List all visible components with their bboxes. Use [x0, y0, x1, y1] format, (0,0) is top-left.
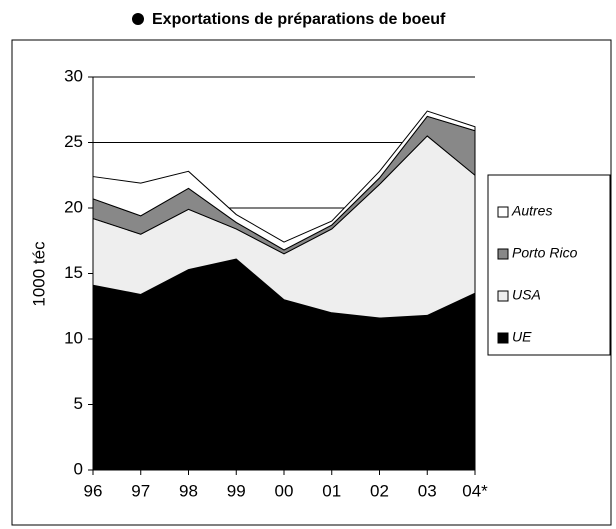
- x-tick-label: 04*: [462, 481, 488, 500]
- y-tick-label: 0: [74, 459, 83, 478]
- legend-label: Autres: [511, 203, 552, 219]
- x-tick-label: 97: [131, 481, 150, 500]
- title-bullet: [132, 13, 144, 25]
- legend-label: UE: [512, 329, 532, 345]
- y-tick-label: 25: [64, 132, 83, 151]
- y-tick-label: 15: [64, 263, 83, 282]
- x-tick-label: 02: [370, 481, 389, 500]
- y-axis-label: 1000 téc: [29, 241, 48, 307]
- y-tick-label: 30: [64, 66, 83, 85]
- x-tick-label: 96: [84, 481, 103, 500]
- x-tick-label: 98: [179, 481, 198, 500]
- x-tick-label: 03: [418, 481, 437, 500]
- legend-swatch: [497, 290, 509, 302]
- legend-swatch: [497, 248, 509, 260]
- legend-box: [487, 174, 611, 356]
- x-tick-label: 01: [322, 481, 341, 500]
- legend-label: USA: [512, 287, 541, 303]
- legend-swatch: [497, 332, 509, 344]
- y-tick-label: 20: [64, 197, 83, 216]
- chart-title: Exportations de préparations de boeuf: [152, 11, 446, 28]
- y-tick-label: 5: [74, 394, 83, 413]
- y-tick-label: 10: [64, 328, 83, 347]
- chart-frame: [11, 39, 612, 526]
- x-tick-label: 00: [275, 481, 294, 500]
- x-tick-label: 99: [227, 481, 246, 500]
- legend-label: Porto Rico: [512, 245, 578, 261]
- area: [92, 110, 476, 251]
- legend-swatch: [497, 206, 509, 218]
